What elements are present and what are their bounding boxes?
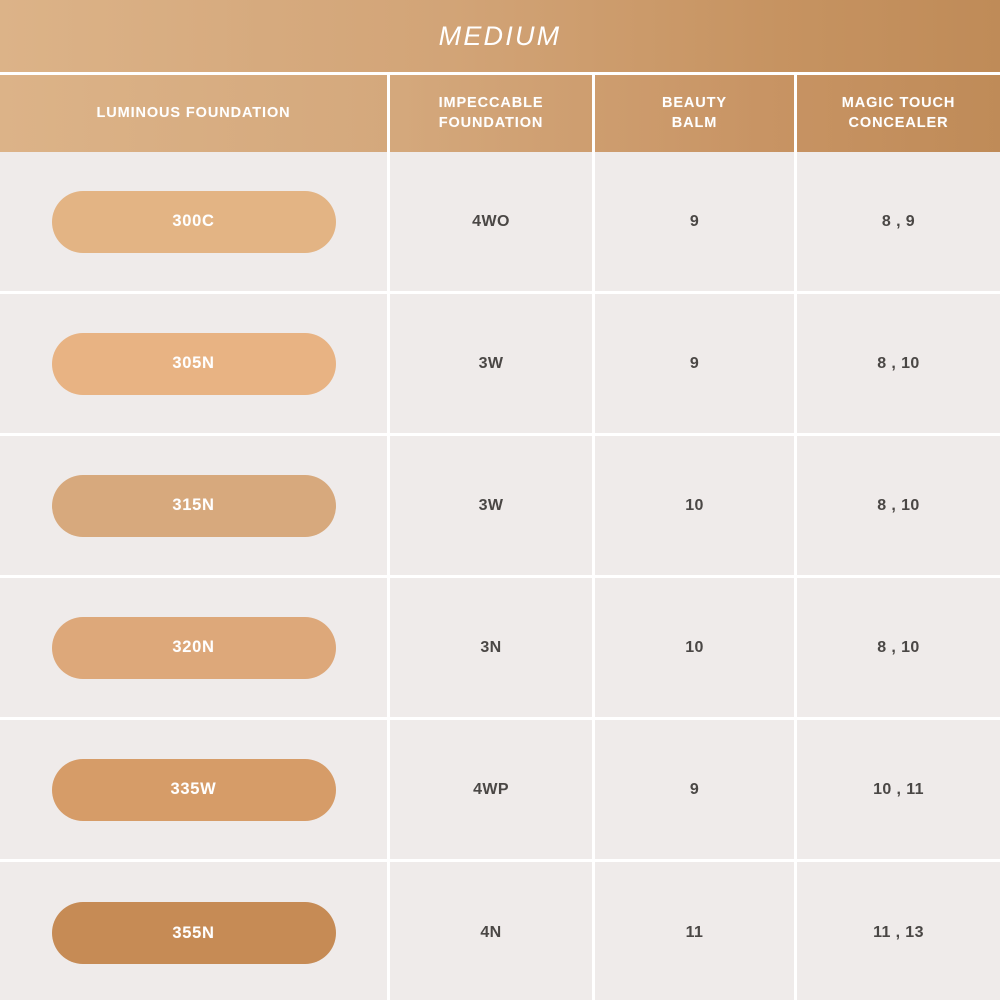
table-body: 300C 4WO 9 8 , 9 305N 3W 9 8 , 10 315N 3W 10 8 , 10… <box>0 152 1000 1000</box>
table-row: 305N 3W 9 8 , 10 <box>0 294 1000 436</box>
cell-value: 8 , 9 <box>881 212 916 230</box>
cell-luminous-foundation: 320N <box>0 578 390 720</box>
cell-value: 8 , 10 <box>877 638 920 656</box>
cell-impeccable-foundation: 3W <box>390 436 595 578</box>
cell-beauty-balm: 9 <box>595 152 797 294</box>
table-row: 335W 4WP 9 10 , 11 <box>0 720 1000 862</box>
cell-magic-touch-concealer: 8 , 10 <box>797 294 1000 436</box>
table-row: 355N 4N 11 11 , 13 <box>0 862 1000 1000</box>
column-header-magic-touch-concealer: MAGIC TOUCH CONCEALER <box>797 75 1000 152</box>
shade-swatch-pill[interactable]: 300C <box>51 190 336 253</box>
cell-value: 8 , 10 <box>877 496 920 514</box>
cell-magic-touch-concealer: 11 , 13 <box>797 862 1000 1000</box>
cell-value: 3W <box>478 496 504 514</box>
cell-beauty-balm: 9 <box>595 720 797 862</box>
cell-magic-touch-concealer: 8 , 10 <box>797 436 1000 578</box>
cell-impeccable-foundation: 3N <box>390 578 595 720</box>
cell-value: 3N <box>480 638 502 656</box>
cell-value: 10 <box>685 638 704 656</box>
table-row: 300C 4WO 9 8 , 9 <box>0 152 1000 294</box>
cell-value: 10 <box>685 496 704 514</box>
column-header-label: MAGIC TOUCH CONCEALER <box>841 94 956 131</box>
cell-value: 4N <box>480 924 502 941</box>
shade-swatch-pill[interactable]: 320N <box>51 616 336 679</box>
cell-value: 9 <box>689 780 700 798</box>
shade-swatch-label: 335W <box>170 780 217 799</box>
cell-impeccable-foundation: 4WO <box>390 152 595 294</box>
cell-magic-touch-concealer: 8 , 9 <box>797 152 1000 294</box>
column-header-luminous-foundation: LUMINOUS FOUNDATION <box>0 75 390 152</box>
column-header-label: IMPECCABLE FOUNDATION <box>438 94 544 131</box>
cell-luminous-foundation: 305N <box>0 294 390 436</box>
shade-swatch-pill[interactable]: 315N <box>51 474 336 537</box>
cell-value: 4WP <box>473 780 509 798</box>
cell-value: 11 , 13 <box>873 924 924 941</box>
cell-impeccable-foundation: 3W <box>390 294 595 436</box>
cell-luminous-foundation: 315N <box>0 436 390 578</box>
cell-magic-touch-concealer: 8 , 10 <box>797 578 1000 720</box>
column-header-label: LUMINOUS FOUNDATION <box>96 104 291 121</box>
cell-beauty-balm: 9 <box>595 294 797 436</box>
cell-value: 11 <box>685 924 704 941</box>
shade-swatch-label: 355N <box>172 923 215 942</box>
cell-value: 9 <box>689 354 700 372</box>
cell-luminous-foundation: 300C <box>0 152 390 294</box>
column-header-beauty-balm: BEAUTY BALM <box>595 75 797 152</box>
table-row: 320N 3N 10 8 , 10 <box>0 578 1000 720</box>
shade-swatch-label: 305N <box>172 354 215 373</box>
column-header-label: BEAUTY BALM <box>661 94 727 131</box>
table-header-row: LUMINOUS FOUNDATION IMPECCABLE FOUNDATION… <box>0 72 1000 152</box>
chart-title-banner: MEDIUM <box>0 0 1000 72</box>
shade-swatch-label: 320N <box>172 638 215 657</box>
table-row: 315N 3W 10 8 , 10 <box>0 436 1000 578</box>
cell-impeccable-foundation: 4WP <box>390 720 595 862</box>
cell-magic-touch-concealer: 10 , 11 <box>797 720 1000 862</box>
shade-swatch-label: 315N <box>172 496 215 515</box>
cell-value: 4WO <box>472 212 510 230</box>
cell-beauty-balm: 10 <box>595 578 797 720</box>
column-header-impeccable-foundation: IMPECCABLE FOUNDATION <box>390 75 595 152</box>
cell-impeccable-foundation: 4N <box>390 862 595 1000</box>
cell-beauty-balm: 11 <box>595 862 797 1000</box>
cell-value: 3W <box>478 354 504 372</box>
cell-beauty-balm: 10 <box>595 436 797 578</box>
shade-swatch-pill[interactable]: 335W <box>51 758 336 821</box>
cell-value: 9 <box>689 212 700 230</box>
cell-luminous-foundation: 335W <box>0 720 390 862</box>
cell-value: 10 , 11 <box>873 780 924 798</box>
page-title: MEDIUM <box>438 20 562 51</box>
shade-swatch-pill[interactable]: 355N <box>51 902 336 964</box>
cell-value: 8 , 10 <box>877 354 920 372</box>
shade-swatch-label: 300C <box>172 212 215 231</box>
shade-swatch-pill[interactable]: 305N <box>51 332 336 395</box>
cell-luminous-foundation: 355N <box>0 862 390 1000</box>
